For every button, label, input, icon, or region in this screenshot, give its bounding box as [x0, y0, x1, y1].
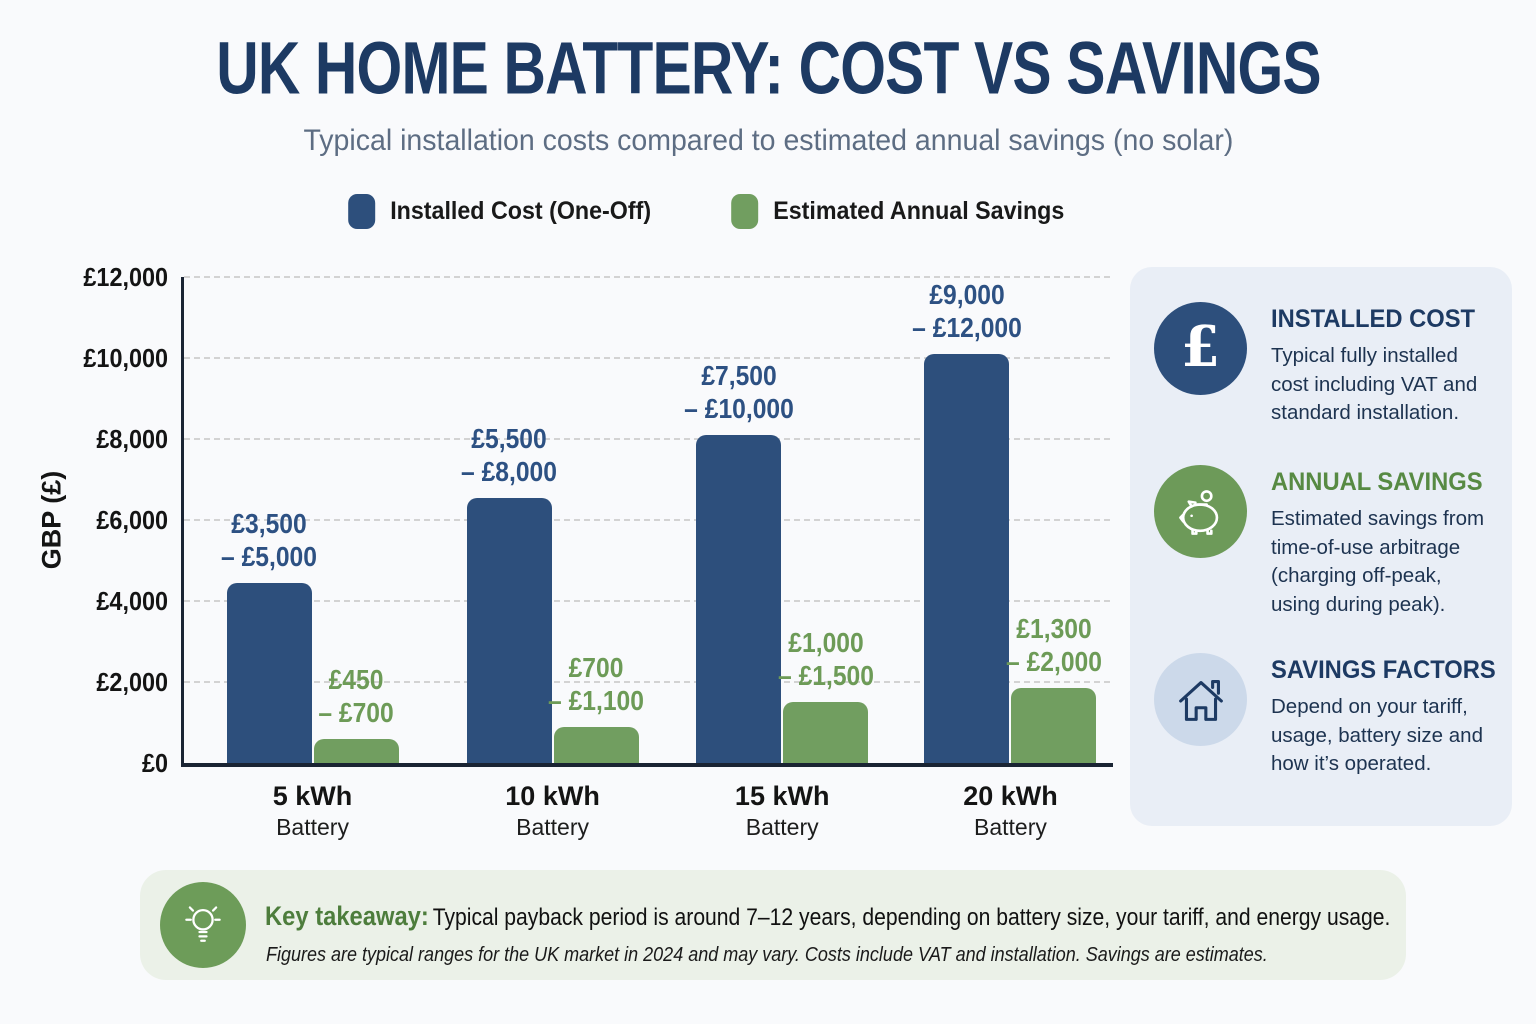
chart-legend: Installed Cost (One-Off) Estimated Annua… — [348, 194, 1086, 229]
gridline — [184, 357, 1110, 359]
x-category-label: 5 kWh — [272, 781, 353, 811]
legend-item-annual-savings: Estimated Annual Savings — [730, 194, 1086, 229]
gridline — [184, 681, 1110, 683]
x-category-sublabel: Battery — [276, 814, 349, 840]
key-takeaway-box: Key takeaway: Typical payback period is … — [140, 870, 1406, 980]
card-body: Depend on your tariff, usage, battery si… — [1271, 695, 1483, 776]
gridline — [184, 600, 1110, 602]
y-tick-label: £10,000 — [83, 343, 168, 373]
x-category-sublabel: Battery — [974, 814, 1047, 840]
annual-savings-swatch — [730, 194, 758, 229]
y-axis-title: GBP (£) — [36, 470, 67, 570]
annual-savings-bar — [553, 727, 639, 763]
header: UK HOME BATTERY: COST VS SAVINGS — [0, 26, 1536, 110]
x-category-label: 15 kWh — [734, 781, 830, 811]
savings-factors-card: SAVINGS FACTORS Depend on your tariff, u… — [1154, 653, 1496, 779]
y-tick-label: £6,000 — [96, 505, 168, 535]
range-label-line: – £700 — [318, 697, 394, 728]
card-heading: INSTALLED COST — [1271, 305, 1476, 333]
range-label-line: – £5,000 — [221, 541, 317, 572]
cost-range-label: £7,500– £10,000 — [676, 359, 801, 425]
installed-cost-bar — [466, 498, 552, 763]
cost-range-label: £3,500– £5,000 — [215, 507, 324, 573]
house-icon — [1154, 653, 1247, 746]
annual-savings-bar — [783, 702, 869, 763]
range-label-line: £3,500 — [231, 508, 307, 539]
x-axis-line — [181, 763, 1113, 767]
savings-range-label: £1,000– £1,500 — [771, 626, 880, 692]
gridline — [184, 519, 1110, 521]
range-label-line: – £2,000 — [1005, 646, 1102, 677]
y-tick-label: £8,000 — [96, 424, 168, 454]
range-label-line: – £12,000 — [912, 312, 1022, 343]
gridline — [184, 276, 1110, 278]
savings-range-label: £450– £700 — [313, 663, 399, 729]
legend-label: Estimated Annual Savings — [772, 197, 1064, 225]
range-label-line: £1,000 — [787, 627, 864, 658]
card-body: Typical fully installed cost including V… — [1271, 344, 1478, 425]
y-tick-label: £12,000 — [83, 262, 168, 292]
savings-range-label: £1,300– £2,000 — [999, 612, 1108, 678]
y-tick-label: £2,000 — [96, 667, 168, 697]
installed-cost-bar — [696, 435, 782, 763]
takeaway-text: Typical payback period is around 7–12 ye… — [432, 904, 1391, 931]
card-body: Estimated savings from time-of-use arbit… — [1271, 507, 1485, 617]
cost-range-label: £5,500– £8,000 — [455, 422, 564, 488]
y-tick-label: £4,000 — [96, 586, 168, 616]
card-heading: ANNUAL SAVINGS — [1271, 468, 1483, 496]
takeaway-footnote: Figures are typical ranges for the UK ma… — [266, 944, 1268, 966]
annual-savings-card: ANNUAL SAVINGS Estimated savings from ti… — [1154, 465, 1494, 620]
x-category-sublabel: Battery — [516, 814, 589, 840]
range-label-line: – £1,100 — [548, 685, 645, 716]
page-title: UK HOME BATTERY: COST VS SAVINGS — [215, 26, 1321, 110]
range-label-line: – £1,500 — [777, 660, 874, 691]
range-label-line: £7,500 — [701, 360, 777, 391]
pound-sign-icon: £ — [1154, 302, 1247, 395]
info-sidebar: £ INSTALLED COST Typical fully installed… — [1130, 267, 1512, 826]
card-heading: SAVINGS FACTORS — [1271, 656, 1496, 684]
range-label-line: – £10,000 — [683, 393, 794, 424]
takeaway-line: Key takeaway: Typical payback period is … — [265, 901, 1390, 932]
lightbulb-icon — [160, 882, 246, 968]
range-label-line: £1,300 — [1016, 613, 1092, 644]
page-subtitle: Typical installation costs compared to e… — [303, 124, 1233, 157]
x-category-sublabel: Battery — [745, 814, 819, 840]
gridline — [184, 438, 1110, 440]
legend-item-installed-cost: Installed Cost (One-Off) — [348, 194, 671, 229]
range-label-line: – £8,000 — [461, 456, 558, 487]
x-category-label: 10 kWh — [505, 781, 600, 811]
annual-savings-bar — [313, 739, 399, 763]
annual-savings-bar — [1011, 688, 1097, 763]
subtitle-wrap: Typical installation costs compared to e… — [0, 124, 1536, 158]
y-tick-label: £0 — [141, 748, 168, 778]
takeaway-heading: Key takeaway: — [265, 901, 429, 931]
installed-cost-bar — [924, 354, 1010, 763]
legend-label: Installed Cost (One-Off) — [390, 197, 652, 225]
piggy-bank-icon — [1154, 465, 1247, 558]
range-label-line: £700 — [568, 652, 624, 683]
installed-cost-bar — [226, 583, 312, 763]
range-label-line: £5,500 — [471, 423, 547, 454]
y-axis-line — [181, 277, 184, 766]
cost-range-label: £9,000– £12,000 — [905, 278, 1030, 344]
installed-cost-card: £ INSTALLED COST Typical fully installed… — [1154, 302, 1494, 428]
installed-cost-swatch — [348, 194, 376, 229]
savings-range-label: £700– £1,100 — [542, 651, 651, 717]
range-label-line: £9,000 — [929, 279, 1005, 310]
x-category-label: 20 kWh — [963, 781, 1058, 811]
range-label-line: £450 — [328, 664, 384, 695]
